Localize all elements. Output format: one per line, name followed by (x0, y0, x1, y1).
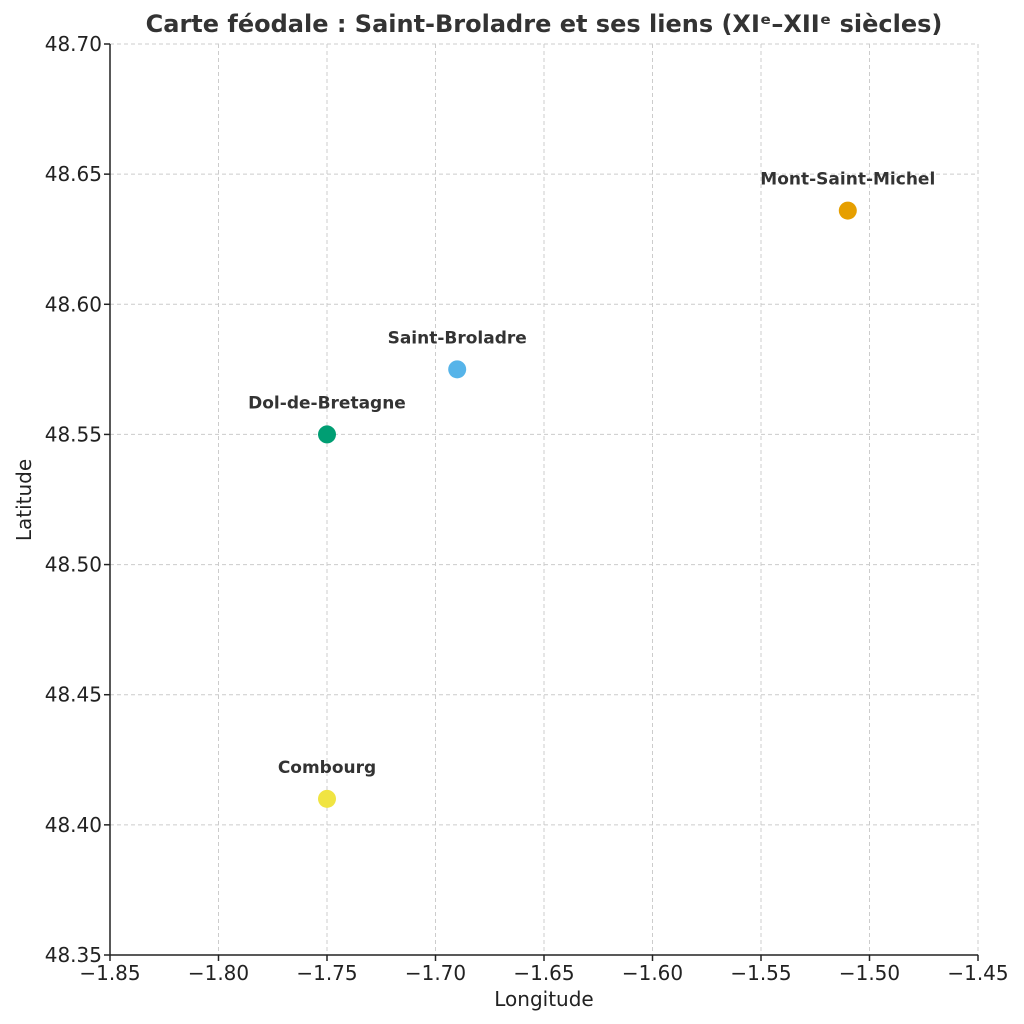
chart-title: Carte féodale : Saint-Broladre et ses li… (146, 10, 943, 38)
y-tick-label: 48.35 (45, 943, 102, 967)
y-tick-label: 48.45 (45, 683, 102, 707)
x-tick-label: −1.45 (947, 961, 1008, 985)
x-tick-label: −1.50 (839, 961, 900, 985)
x-tick-label: −1.65 (513, 961, 574, 985)
data-point (448, 360, 467, 379)
data-point (318, 789, 336, 808)
point-label: Combourg (278, 758, 376, 778)
x-tick-label: −1.85 (79, 961, 140, 985)
x-axis-label: Longitude (494, 987, 593, 1011)
grid-lines (109, 43, 979, 956)
point-label: Mont-Saint-Michel (760, 170, 935, 190)
x-axis-ticks: −1.85 −1.80 −1.75 −1.70 −1.65 −1.60 −1.55 −1.50… (79, 955, 1009, 985)
x-tick-label: −1.70 (405, 961, 466, 985)
x-tick-label: −1.75 (296, 961, 357, 985)
y-axis-label: Latitude (12, 459, 36, 541)
y-tick-label: 48.60 (45, 292, 102, 316)
y-tick-label: 48.40 (45, 813, 102, 837)
x-tick-label: −1.60 (622, 961, 683, 985)
y-tick-label: 48.65 (45, 162, 102, 186)
point-label: Saint-Broladre (388, 328, 527, 348)
data-point (838, 201, 857, 220)
point-label: Dol-de-Bretagne (248, 393, 406, 413)
y-tick-label: 48.55 (45, 422, 102, 446)
y-axis-ticks: 48.35 48.40 48.45 48.50 48.55 48.60 48.65 48.70 (45, 32, 110, 967)
y-tick-label: 48.70 (45, 32, 102, 56)
x-tick-label: −1.80 (188, 961, 249, 985)
x-tick-label: −1.55 (730, 961, 791, 985)
data-points: Saint-Broladre Dol-de-Bretagne Mont-Saint-… (248, 170, 935, 808)
data-point (318, 425, 336, 444)
y-tick-label: 48.50 (45, 553, 102, 577)
